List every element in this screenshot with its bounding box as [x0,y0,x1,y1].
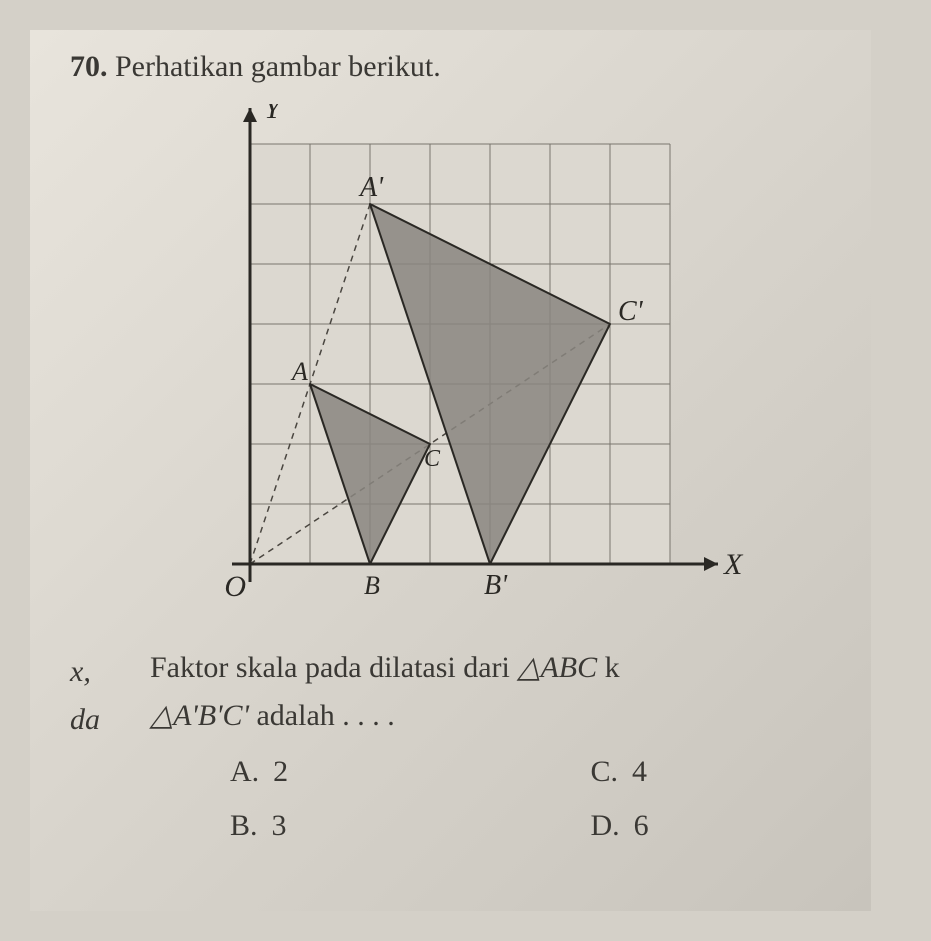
svg-text:O: O [224,570,246,603]
option-a[interactable]: A. 2 [230,748,471,796]
svg-text:A: A [290,357,308,386]
svg-text:B': B' [484,570,508,601]
option-a-value: 2 [273,748,288,796]
margin-notes: x, da [70,644,110,744]
option-b[interactable]: B. 3 [230,802,471,850]
svg-text:C: C [424,446,441,472]
prompt-tri2: △A'B'C' [150,699,249,732]
option-d-value: 6 [634,802,649,850]
option-c-letter: C. [591,748,619,796]
figure: Y X O A B C A' B' C' [190,104,750,624]
prompt-tri1: △ABC [517,651,597,684]
option-c-value: 4 [632,748,647,796]
svg-text:X: X [723,548,744,581]
option-a-letter: A. [230,748,259,796]
option-d[interactable]: D. 6 [591,802,832,850]
prompt-block: x, da Faktor skala pada dilatasi dari △A… [70,644,831,850]
question-stem: Perhatikan gambar berikut. [115,50,441,83]
page: 70. Perhatikan gambar berikut. Y X O A B C A' B… [30,30,871,911]
geometry-chart: Y X O A B C A' B' C' [190,104,750,624]
question-number: 70. [70,50,108,83]
svg-text:Y: Y [264,104,284,125]
options: A. 2 C. 4 B. 3 D. 6 [230,748,831,850]
prompt-cutoff: k [605,651,620,684]
option-d-letter: D. [591,802,620,850]
option-b-letter: B. [230,802,258,850]
prompt-line1: Faktor skala pada dilatasi dari [150,651,510,684]
question-header: 70. Perhatikan gambar berikut. [70,50,831,84]
svg-text:C': C' [618,296,644,327]
option-b-value: 3 [272,802,287,850]
prompt-text: Faktor skala pada dilatasi dari △ABC k △… [150,644,831,850]
svg-text:B: B [364,571,380,600]
prompt-rest: adalah . . . . [256,699,394,732]
margin-x: x, [70,648,110,696]
margin-da: da [70,696,110,744]
svg-text:A': A' [358,172,384,203]
option-c[interactable]: C. 4 [591,748,832,796]
